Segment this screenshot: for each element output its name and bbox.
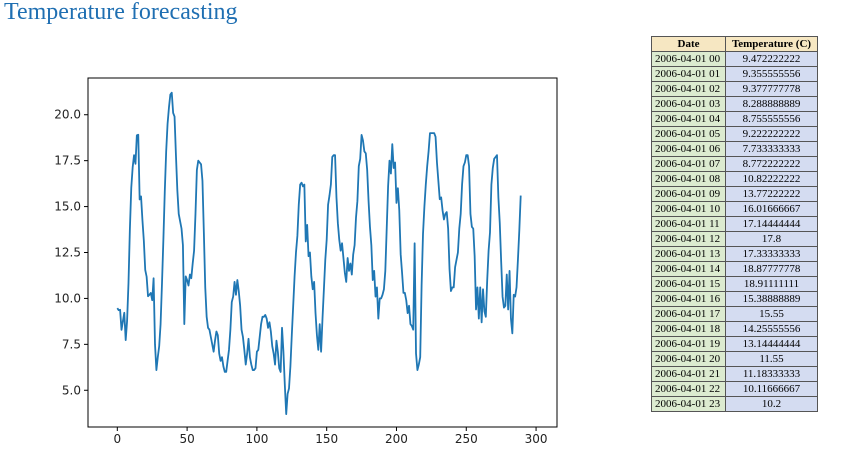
temperature-cell: 15.55 (725, 306, 818, 322)
x-tick-label: 50 (179, 432, 194, 446)
temperature-cell: 9.222222222 (725, 126, 818, 142)
column-header-date: Date (651, 36, 726, 52)
temperature-cell: 8.772222222 (725, 156, 818, 172)
temperature-cell: 8.755555556 (725, 111, 818, 127)
temperature-data-table: Date Temperature (C) 2006-04-01 00 9.4722… (651, 36, 818, 412)
temperature-cell: 18.91111111 (725, 276, 818, 292)
date-cell: 2006-04-01 15 (651, 276, 726, 292)
table-row: 2006-04-01 10 16.01666667 (651, 201, 818, 217)
temperature-line-chart: 0 50 100 150 200 250 300 5.0 7.5 10.0 12.5 15.0 17.5… (54, 77, 558, 446)
plot-area-frame (87, 77, 558, 428)
temperature-cell: 7.733333333 (725, 141, 818, 157)
table-row: 2006-04-01 21 11.18333333 (651, 366, 818, 382)
temperature-cell: 9.377777778 (725, 81, 818, 97)
temperature-cell: 10.82222222 (725, 171, 818, 187)
x-tick-label: 0 (113, 432, 121, 446)
table-row: 2006-04-01 22 10.11666667 (651, 381, 818, 397)
table-row: 2006-04-01 23 10.2 (651, 396, 818, 412)
table-row: 2006-04-01 14 18.87777778 (651, 261, 818, 277)
table-row: 2006-04-01 07 8.772222222 (651, 156, 818, 172)
table-row: 2006-04-01 02 9.377777778 (651, 81, 818, 97)
table-row: 2006-04-01 09 13.77222222 (651, 186, 818, 202)
date-cell: 2006-04-01 03 (651, 96, 726, 112)
column-header-temperature: Temperature (C) (725, 36, 818, 52)
date-cell: 2006-04-01 05 (651, 126, 726, 142)
table-row: 2006-04-01 16 15.38888889 (651, 291, 818, 307)
table-row: 2006-04-01 13 17.33333333 (651, 246, 818, 262)
temperature-cell: 10.11666667 (725, 381, 818, 397)
table-row: 2006-04-01 06 7.733333333 (651, 141, 818, 157)
temperature-cell: 17.8 (725, 231, 818, 247)
date-cell: 2006-04-01 12 (651, 231, 726, 247)
table-row: 2006-04-01 03 8.288888889 (651, 96, 818, 112)
temperature-cell: 17.33333333 (725, 246, 818, 262)
temperature-cell: 11.18333333 (725, 366, 818, 382)
date-cell: 2006-04-01 17 (651, 306, 726, 322)
temperature-cell: 17.14444444 (725, 216, 818, 232)
table-row: 2006-04-01 01 9.355555556 (651, 66, 818, 82)
date-cell: 2006-04-01 19 (651, 336, 726, 352)
temperature-cell: 16.01666667 (725, 201, 818, 217)
slide-title: Temperature forecasting (4, 0, 238, 25)
date-cell: 2006-04-01 13 (651, 246, 726, 262)
table-row: 2006-04-01 00 9.472222222 (651, 51, 818, 67)
x-tick-label: 300 (525, 432, 548, 446)
y-tick-label: 5.0 (62, 383, 81, 397)
table-row: 2006-04-01 19 13.14444444 (651, 336, 818, 352)
temperature-cell: 15.38888889 (725, 291, 818, 307)
table-row: 2006-04-01 08 10.82222222 (651, 171, 818, 187)
table-row: 2006-04-01 18 14.25555556 (651, 321, 818, 337)
date-cell: 2006-04-01 21 (651, 366, 726, 382)
y-tick-label: 20.0 (54, 108, 81, 122)
x-tick-label: 150 (315, 432, 338, 446)
y-tick-label: 10.0 (54, 291, 81, 305)
table-row: 2006-04-01 11 17.14444444 (651, 216, 818, 232)
date-cell: 2006-04-01 07 (651, 156, 726, 172)
temperature-cell: 13.77222222 (725, 186, 818, 202)
y-tick-label: 7.5 (62, 337, 81, 351)
y-tick-label: 12.5 (54, 246, 81, 260)
table-row: 2006-04-01 17 15.55 (651, 306, 818, 322)
date-cell: 2006-04-01 11 (651, 216, 726, 232)
table-row: 2006-04-01 20 11.55 (651, 351, 818, 367)
date-cell: 2006-04-01 22 (651, 381, 726, 397)
y-tick-label: 15.0 (54, 200, 81, 214)
temperature-cell: 8.288888889 (725, 96, 818, 112)
temperature-series-line (116, 91, 522, 416)
x-tick-label: 100 (245, 432, 268, 446)
table-row: 2006-04-01 15 18.91111111 (651, 276, 818, 292)
date-cell: 2006-04-01 04 (651, 111, 726, 127)
x-tick-label: 250 (455, 432, 478, 446)
temperature-cell: 9.472222222 (725, 51, 818, 67)
date-cell: 2006-04-01 06 (651, 141, 726, 157)
table-row: 2006-04-01 12 17.8 (651, 231, 818, 247)
date-cell: 2006-04-01 02 (651, 81, 726, 97)
date-cell: 2006-04-01 14 (651, 261, 726, 277)
date-cell: 2006-04-01 01 (651, 66, 726, 82)
y-tick-label: 17.5 (54, 154, 81, 168)
temperature-cell: 14.25555556 (725, 321, 818, 337)
date-cell: 2006-04-01 18 (651, 321, 726, 337)
date-cell: 2006-04-01 09 (651, 186, 726, 202)
table-row: 2006-04-01 04 8.755555556 (651, 111, 818, 127)
table-body: 2006-04-01 00 9.472222222 2006-04-01 01 9.3… (651, 51, 818, 412)
x-tick-label: 200 (385, 432, 408, 446)
chart-content: 0 50 100 150 200 250 300 5.0 7.5 10.0 12.5 15.0 17.5… (54, 91, 548, 446)
date-cell: 2006-04-01 16 (651, 291, 726, 307)
date-cell: 2006-04-01 10 (651, 201, 726, 217)
temperature-cell: 13.14444444 (725, 336, 818, 352)
temperature-cell: 11.55 (725, 351, 818, 367)
temperature-cell: 18.87777778 (725, 261, 818, 277)
temperature-cell: 10.2 (725, 396, 818, 412)
date-cell: 2006-04-01 20 (651, 351, 726, 367)
date-cell: 2006-04-01 00 (651, 51, 726, 67)
date-cell: 2006-04-01 23 (651, 396, 726, 412)
table-row: 2006-04-01 05 9.222222222 (651, 126, 818, 142)
temperature-cell: 9.355555556 (725, 66, 818, 82)
table-header-row: Date Temperature (C) (651, 36, 818, 52)
date-cell: 2006-04-01 08 (651, 171, 726, 187)
